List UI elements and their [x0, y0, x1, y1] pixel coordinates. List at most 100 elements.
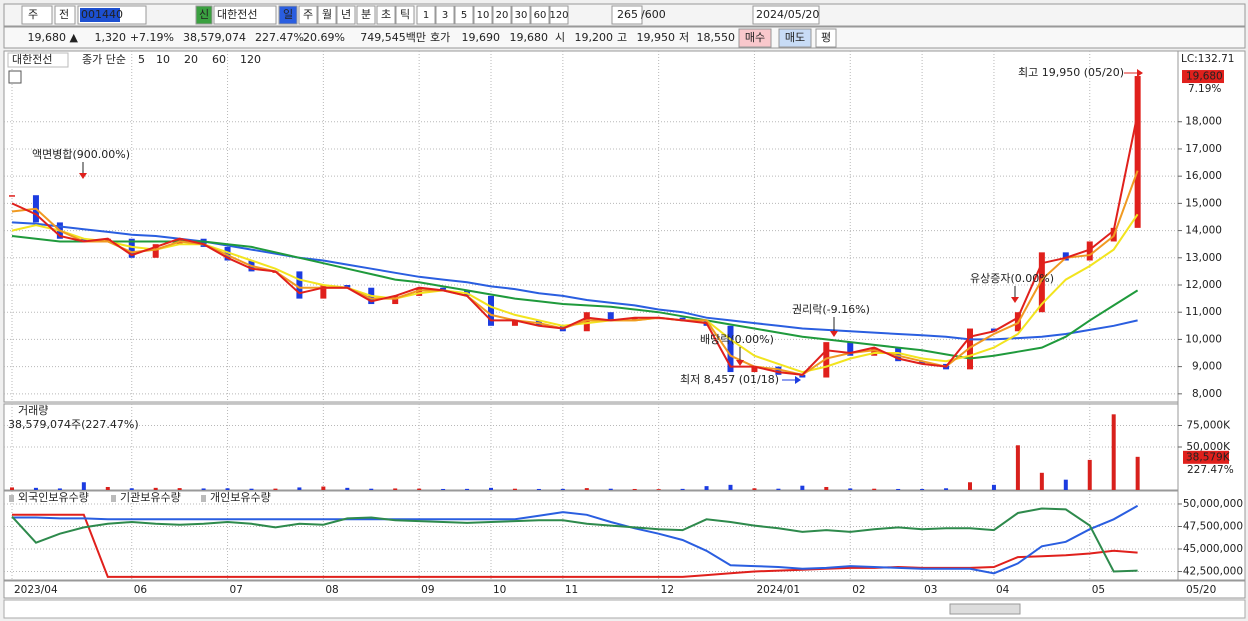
- volume-bar: [177, 488, 182, 490]
- candle: [583, 312, 590, 332]
- annotation-arrow: [736, 360, 744, 366]
- tool-icon[interactable]: [8, 70, 22, 84]
- interval-button[interactable]: [530, 5, 550, 25]
- date: 2024/05/20: [756, 8, 819, 21]
- interval-button[interactable]: [473, 5, 493, 25]
- volume-bar: [81, 482, 86, 490]
- legend-swatch: [201, 495, 206, 502]
- chart-title: 대한전선: [12, 53, 52, 66]
- quote-ask: 19,690: [462, 31, 501, 44]
- volume-bar: [1087, 459, 1092, 490]
- y-tick-label: 8,000: [1192, 388, 1222, 400]
- annotation-arrow: [795, 376, 801, 384]
- quote-rate: +7.19%: [130, 31, 174, 44]
- x-tick-label: 2023/04: [14, 584, 58, 596]
- candle: [799, 374, 806, 378]
- candle: [1086, 241, 1093, 261]
- volume-bar: [920, 488, 925, 490]
- prev-button[interactable]: [54, 5, 76, 25]
- period-button[interactable]: [395, 5, 415, 25]
- period-button[interactable]: [356, 5, 376, 25]
- annotation: 배당락(0.00%): [700, 333, 774, 346]
- interval-button[interactable]: [511, 5, 531, 25]
- period-button[interactable]: [278, 5, 298, 25]
- candle: [488, 295, 494, 326]
- max: /600: [641, 8, 666, 21]
- volume-bar: [584, 488, 589, 490]
- period-button[interactable]: [298, 5, 318, 25]
- code-highlight: [80, 8, 120, 22]
- x-tick-label: 04: [996, 584, 1010, 596]
- quote-turnover: 20.69%: [303, 31, 345, 44]
- volume-bar: [129, 488, 134, 490]
- scroll-thumb[interactable]: [949, 603, 1021, 615]
- date-input[interactable]: [752, 5, 820, 25]
- x-tick-label: 03: [924, 584, 937, 596]
- interval-button[interactable]: [416, 5, 436, 25]
- quote-vol_rate: 227.47%: [255, 31, 304, 44]
- legend-entry: 개인보유수량: [210, 491, 271, 504]
- interval: 60: [534, 10, 547, 21]
- annotation-arrow: [79, 173, 87, 179]
- sell-button[interactable]: [778, 28, 812, 48]
- x-tick-label: 10: [493, 584, 506, 596]
- period-button[interactable]: [317, 5, 337, 25]
- interval-button[interactable]: [549, 5, 569, 25]
- count-input[interactable]: [611, 5, 643, 25]
- scrollbar[interactable]: [3, 599, 1246, 619]
- volume-bar: [105, 486, 110, 490]
- interval-button[interactable]: [435, 5, 455, 25]
- quote-label: 시: [555, 31, 565, 44]
- y-tick-label: 15,000: [1185, 197, 1222, 209]
- avg: 평: [821, 31, 831, 44]
- period-button[interactable]: [376, 5, 396, 25]
- y-tick-label: 75,000K: [1186, 420, 1231, 432]
- market: 주: [28, 8, 38, 21]
- volume-bar: [536, 488, 541, 490]
- prev: 전: [59, 8, 69, 21]
- x-tick-label: 2024/01: [756, 584, 800, 596]
- market-select[interactable]: [21, 5, 53, 25]
- period: 분: [361, 8, 371, 21]
- y-tick-label: 18,000: [1185, 116, 1222, 128]
- buy-button[interactable]: [738, 28, 772, 48]
- interval: 5: [461, 10, 467, 21]
- candle: [607, 312, 614, 321]
- y-tick-label: 47,500,000: [1183, 520, 1243, 532]
- interval: 20: [496, 10, 509, 21]
- candle: [9, 195, 15, 197]
- interval-button[interactable]: [454, 5, 474, 25]
- volume-bar: [1111, 414, 1116, 490]
- y-tick-label: 10,000: [1185, 333, 1222, 345]
- volume-bar: [225, 488, 230, 490]
- interval: 120: [549, 10, 568, 21]
- volume-bar: [728, 484, 733, 490]
- candle: [751, 366, 758, 373]
- volume-bar: [680, 488, 685, 490]
- candle: [847, 342, 854, 356]
- x-tick-label: 02: [852, 584, 865, 596]
- candle: [320, 285, 327, 299]
- quote-high: 19,950: [637, 31, 676, 44]
- avg-button[interactable]: [815, 28, 837, 48]
- volume-bar: [201, 488, 206, 490]
- legend-entry: 120: [240, 53, 261, 66]
- y-tick-label: 50,000,000: [1183, 498, 1243, 510]
- quote-open: 19,200: [575, 31, 614, 44]
- volume-bar: [991, 484, 996, 490]
- candle: [80, 238, 87, 242]
- x-last-label: 05/20: [1186, 584, 1216, 596]
- volume-bar: [968, 482, 972, 490]
- y-tick-label: 42,500,000: [1183, 566, 1243, 578]
- series-line: [11, 507, 1138, 573]
- volume-bar: [1063, 479, 1068, 490]
- series-line: [12, 504, 1139, 575]
- volume-bar: [704, 486, 709, 490]
- period-button[interactable]: [336, 5, 356, 25]
- volume-bar: [273, 488, 278, 490]
- interval-button[interactable]: [492, 5, 512, 25]
- candle: [967, 328, 973, 370]
- legend-swatch: [9, 495, 14, 502]
- y-tick-label: 13,000: [1185, 252, 1222, 264]
